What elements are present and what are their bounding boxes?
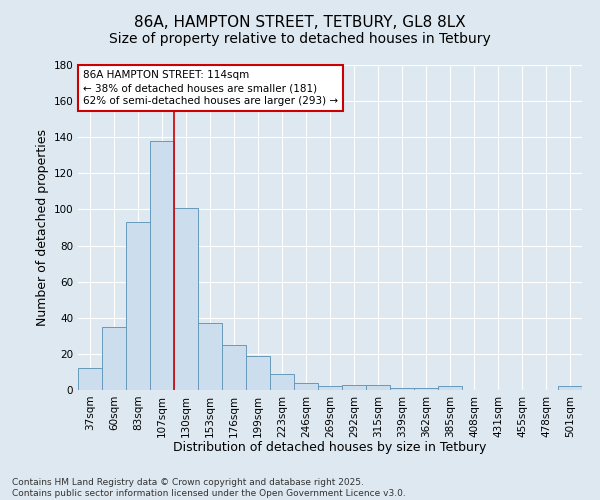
Bar (366, 384, 390, 390)
Bar (270, 374, 294, 390)
Bar (390, 388, 414, 390)
Bar (318, 386, 342, 390)
Bar (198, 323, 222, 390)
Bar (342, 384, 366, 390)
Bar (78, 368, 102, 390)
Bar (246, 356, 270, 390)
Bar (294, 383, 318, 390)
Text: Size of property relative to detached houses in Tetbury: Size of property relative to detached ho… (109, 32, 491, 46)
Bar (558, 386, 582, 390)
Bar (126, 222, 150, 390)
Y-axis label: Number of detached properties: Number of detached properties (36, 129, 49, 326)
Text: Contains HM Land Registry data © Crown copyright and database right 2025.
Contai: Contains HM Land Registry data © Crown c… (12, 478, 406, 498)
Bar (414, 388, 438, 390)
Bar (102, 327, 126, 390)
X-axis label: Distribution of detached houses by size in Tetbury: Distribution of detached houses by size … (173, 441, 487, 454)
Bar (222, 345, 246, 390)
Bar (174, 208, 198, 390)
Text: 86A HAMPTON STREET: 114sqm
← 38% of detached houses are smaller (181)
62% of sem: 86A HAMPTON STREET: 114sqm ← 38% of deta… (83, 70, 338, 106)
Bar (150, 141, 174, 390)
Bar (438, 386, 462, 390)
Text: 86A, HAMPTON STREET, TETBURY, GL8 8LX: 86A, HAMPTON STREET, TETBURY, GL8 8LX (134, 15, 466, 30)
